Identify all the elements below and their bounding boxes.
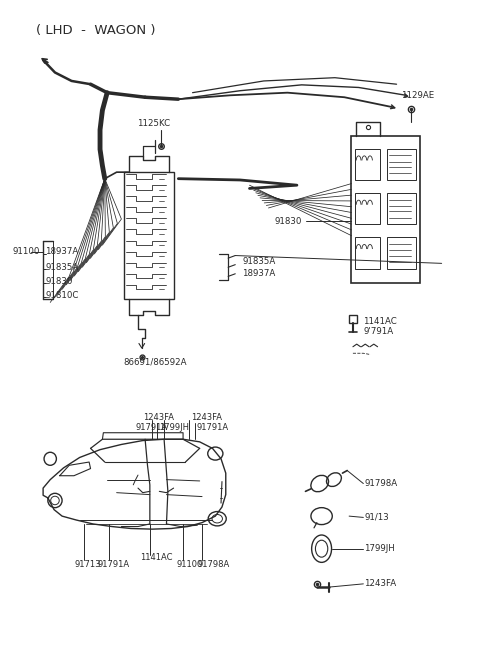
Text: 1141AC: 1141AC bbox=[140, 553, 173, 562]
Bar bbox=[387, 193, 417, 224]
Bar bbox=[124, 172, 174, 299]
Text: 91830: 91830 bbox=[46, 277, 73, 286]
Text: 18937A: 18937A bbox=[46, 247, 79, 256]
Text: ( LHD  -  WAGON ): ( LHD - WAGON ) bbox=[36, 24, 156, 37]
Text: 1125KC: 1125KC bbox=[137, 119, 170, 128]
Text: 91810C: 91810C bbox=[46, 292, 79, 300]
Text: 1129AE: 1129AE bbox=[401, 91, 434, 101]
Text: 1141AC: 1141AC bbox=[363, 317, 397, 327]
Text: 91835A: 91835A bbox=[242, 257, 276, 266]
Text: 91798A: 91798A bbox=[197, 560, 229, 569]
Text: 1799JH: 1799JH bbox=[159, 423, 189, 432]
Text: 91835A: 91835A bbox=[46, 263, 79, 272]
Bar bbox=[351, 136, 420, 283]
Text: 91100: 91100 bbox=[12, 247, 40, 256]
Text: 1243FA: 1243FA bbox=[191, 413, 222, 422]
Bar bbox=[387, 237, 417, 269]
Text: 9'791A: 9'791A bbox=[363, 327, 394, 336]
Bar bbox=[355, 193, 380, 224]
Text: 91791A: 91791A bbox=[97, 560, 130, 569]
Text: 91/13: 91/13 bbox=[364, 513, 389, 522]
Text: 1243FA: 1243FA bbox=[143, 413, 174, 422]
Bar bbox=[355, 237, 380, 269]
Text: 91830: 91830 bbox=[274, 217, 301, 225]
Text: 86691/86592A: 86691/86592A bbox=[124, 358, 187, 367]
Text: 91791A: 91791A bbox=[196, 423, 228, 432]
Text: 91791A: 91791A bbox=[136, 423, 168, 432]
Bar bbox=[355, 148, 380, 180]
Bar bbox=[387, 148, 417, 180]
Text: 91100: 91100 bbox=[177, 560, 203, 569]
Text: 1243FA: 1243FA bbox=[364, 579, 396, 589]
Text: 91713: 91713 bbox=[75, 560, 101, 569]
Text: 1799JH: 1799JH bbox=[364, 544, 395, 553]
Text: 91798A: 91798A bbox=[364, 479, 397, 488]
Text: 18937A: 18937A bbox=[242, 269, 276, 278]
